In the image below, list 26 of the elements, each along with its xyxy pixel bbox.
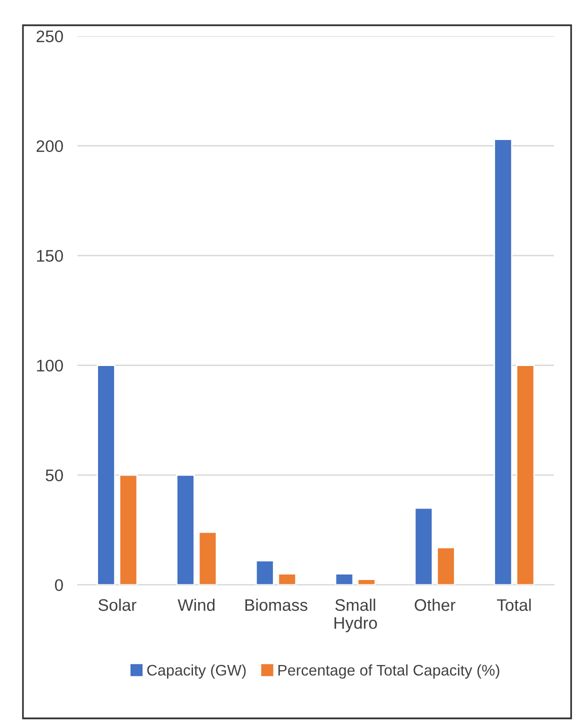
legend-label: Percentage of Total Capacity (%) xyxy=(278,664,500,679)
x-tick-label: Solar xyxy=(98,598,136,611)
bar xyxy=(436,546,456,585)
bar xyxy=(255,560,274,585)
bar xyxy=(176,474,195,585)
bar xyxy=(334,573,354,585)
y-tick-label: 250 xyxy=(36,30,63,42)
y-tick-label: 150 xyxy=(37,250,63,262)
y-tick-label: 0 xyxy=(54,579,63,592)
bar xyxy=(494,138,513,585)
y-tick-label: 200 xyxy=(36,140,63,152)
bar xyxy=(198,531,218,585)
legend-label: Capacity (GW) xyxy=(147,664,246,679)
x-tick-label: Other xyxy=(414,598,456,611)
bar xyxy=(357,578,376,585)
y-tick-label: 50 xyxy=(46,469,63,482)
bar xyxy=(96,364,116,585)
y-tick-label: 100 xyxy=(37,360,63,372)
x-tick-label: Total xyxy=(496,598,531,611)
bar xyxy=(516,364,535,585)
x-tick-label: Wind xyxy=(178,598,215,611)
bar xyxy=(118,474,138,585)
bar xyxy=(278,573,297,585)
bar xyxy=(414,507,434,585)
x-tick-label: Biomass xyxy=(245,598,308,611)
x-tick-label: Small Hydro xyxy=(334,598,377,632)
